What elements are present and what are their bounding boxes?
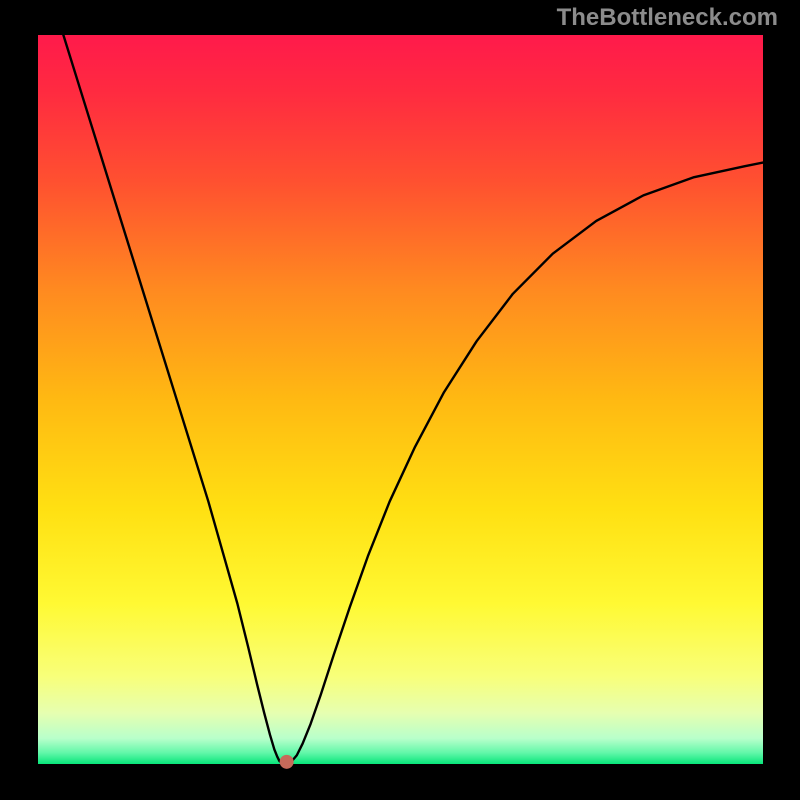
chart-canvas: TheBottleneck.com — [0, 0, 800, 800]
plot-background — [38, 35, 763, 764]
optimal-point-marker — [280, 755, 294, 769]
watermark-text: TheBottleneck.com — [557, 4, 778, 31]
